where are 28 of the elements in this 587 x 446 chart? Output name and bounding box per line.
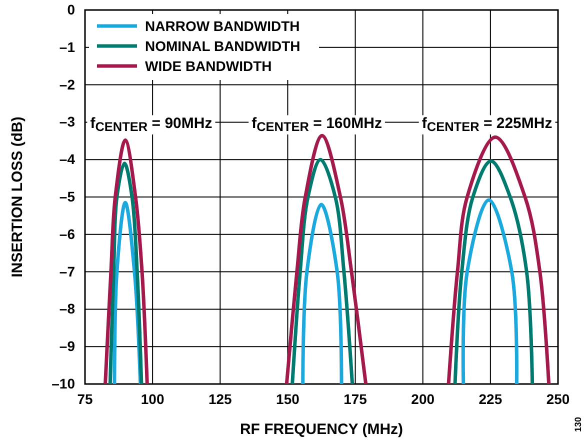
x-tick-label: 100 <box>140 390 164 407</box>
x-tick-label: 75 <box>77 390 93 407</box>
x-tick-label: 200 <box>411 390 435 407</box>
y-tick-label: –1 <box>59 38 76 55</box>
x-tick-label: 225 <box>478 390 502 407</box>
y-tick-label: –5 <box>59 188 76 204</box>
legend-label: NOMINAL BANDWIDTH <box>145 38 300 54</box>
y-tick-label: –7 <box>59 263 76 280</box>
y-tick-label: –9 <box>59 338 76 354</box>
y-tick-label: –4 <box>59 151 76 168</box>
text: 130 <box>573 416 583 432</box>
annotation: f$_{CENTER}$ = 160MHz <box>252 115 382 134</box>
y-axis-title: INSERTION LOSS (dB) <box>9 116 26 278</box>
annotation: f$_{CENTER}$ = 90MHz <box>90 115 212 134</box>
x-tick-label: 150 <box>276 390 300 407</box>
y-tick-label: –6 <box>59 226 76 242</box>
legend-label: NARROW BANDWIDTH <box>145 18 300 34</box>
y-tick-label: –3 <box>59 114 76 130</box>
x-tick-label: 250 <box>546 390 570 407</box>
annotation: f$_{CENTER}$ = 225MHz <box>422 115 552 134</box>
x-axis-title: RF FREQUENCY (MHz) <box>240 421 404 438</box>
legend-label: WIDE BANDWIDTH <box>145 58 272 74</box>
y-tick-label: 0 <box>67 1 76 18</box>
x-tick-label: 175 <box>344 390 368 407</box>
x-tick-label: 125 <box>208 390 232 407</box>
y-tick-label: –2 <box>59 76 76 92</box>
y-tick-label: –8 <box>59 300 76 317</box>
y-tick-label: –10 <box>52 375 76 392</box>
